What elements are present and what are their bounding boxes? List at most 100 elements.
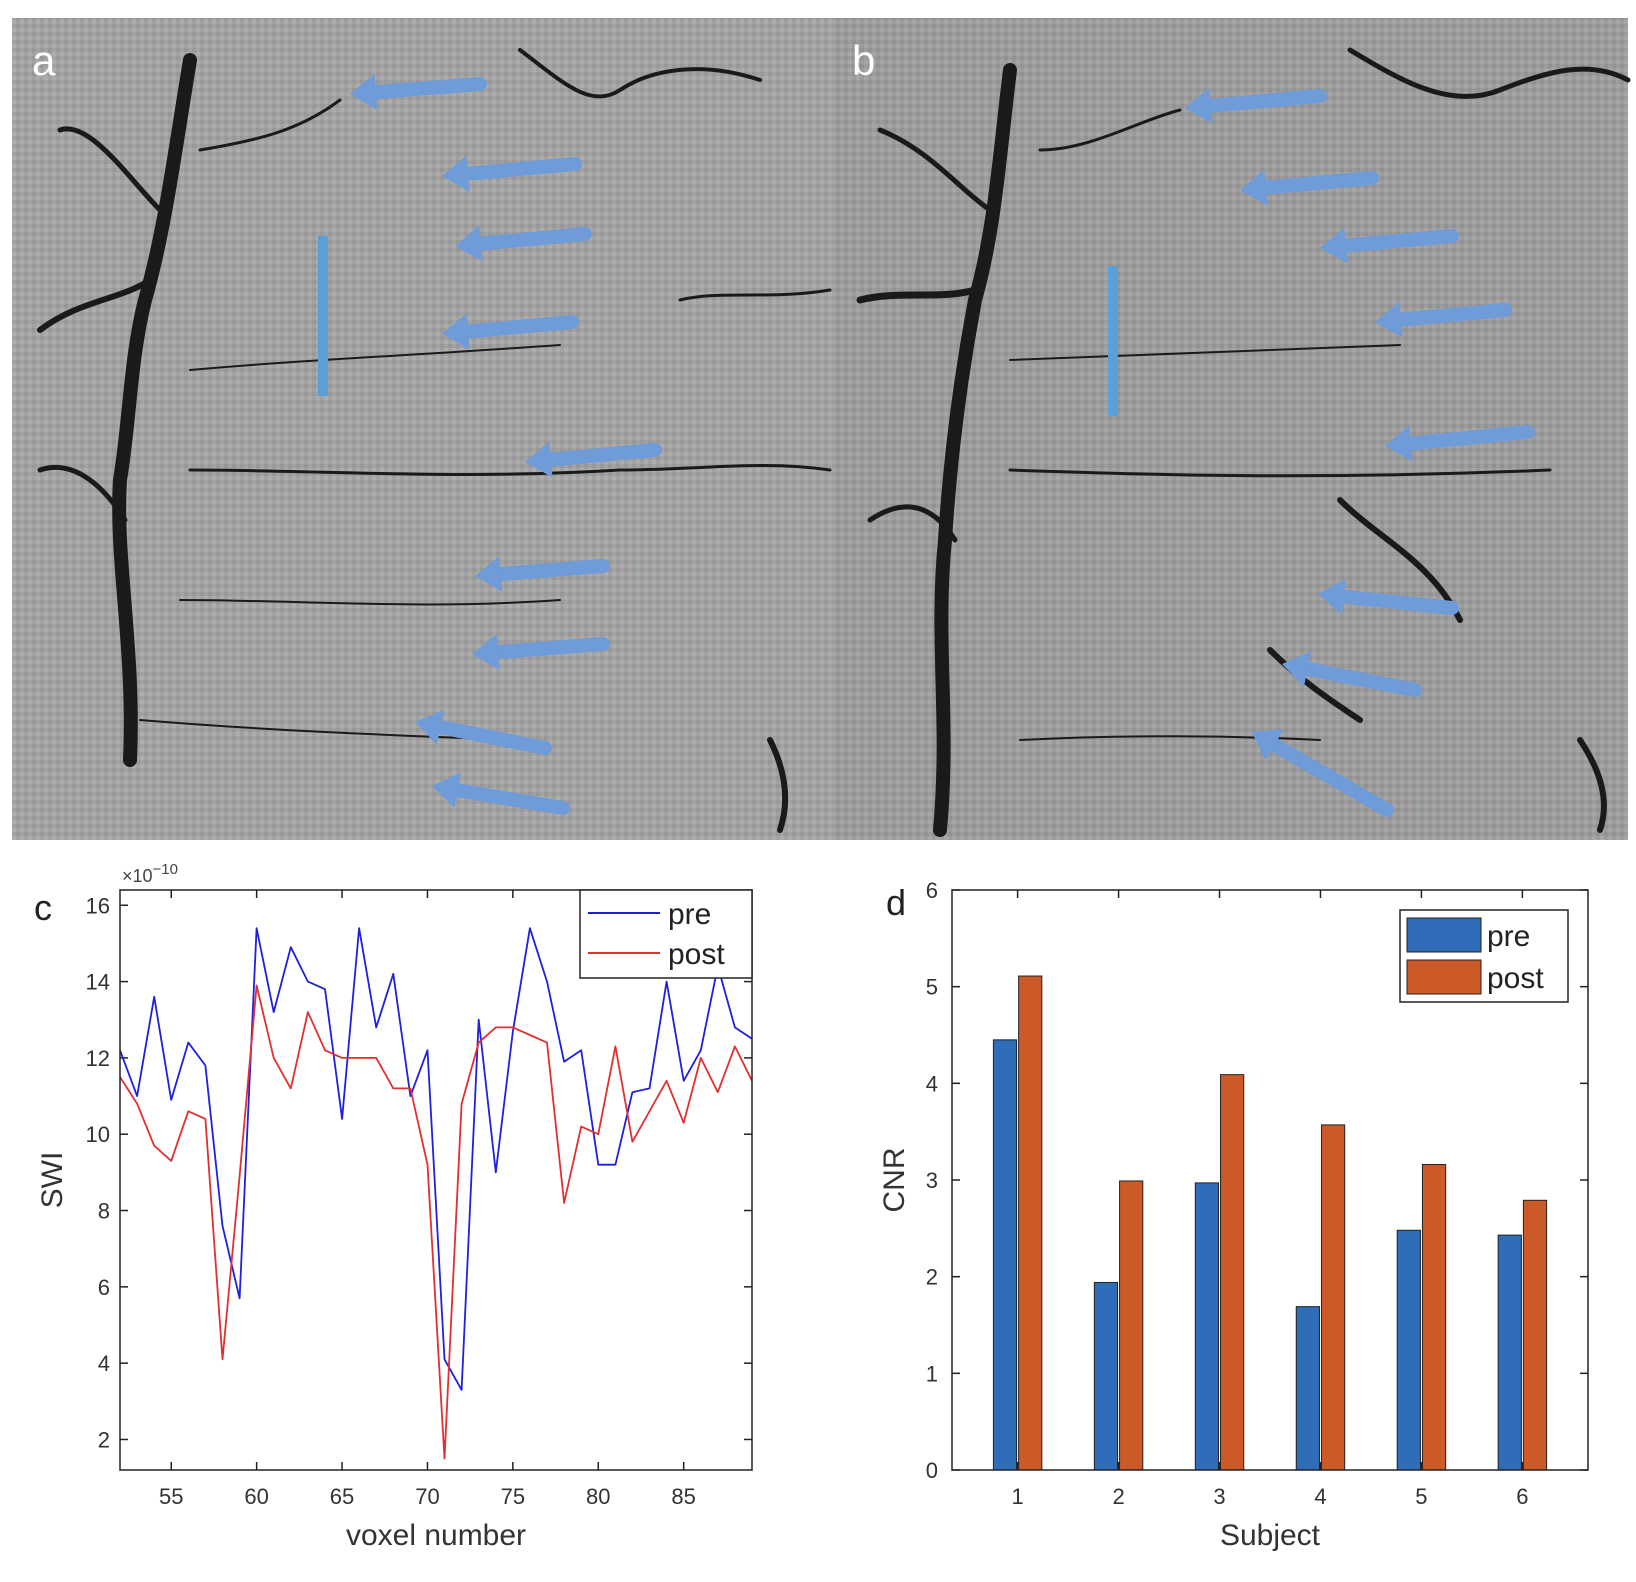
panel-label-a: a xyxy=(32,37,56,84)
d-x-tick-label: 3 xyxy=(1213,1484,1225,1509)
a-arrow-shaft-8 xyxy=(433,720,552,755)
a-arrow-head-1 xyxy=(350,74,378,110)
panel-label-b: b xyxy=(852,37,875,84)
d-x-tick-label: 2 xyxy=(1112,1484,1124,1509)
c-x-tick-label: 70 xyxy=(415,1484,439,1509)
a-arrow-head-2 xyxy=(442,155,470,192)
c-y-tick-label: 16 xyxy=(86,893,110,918)
d-bars xyxy=(992,975,1548,1471)
c-legend-label-post: post xyxy=(668,938,725,971)
a-arrow-shaft-6 xyxy=(493,559,610,581)
d-x-tick-label: 1 xyxy=(1011,1484,1023,1509)
c-x-tick-label: 60 xyxy=(244,1484,268,1509)
c-legend-box xyxy=(579,889,753,979)
c-y-tick-label: 10 xyxy=(86,1122,110,1147)
a-arrow-shaft-3 xyxy=(473,227,592,251)
d-legend: pre post xyxy=(1399,909,1569,1003)
d-bar-post-subject-5 xyxy=(1421,1164,1447,1471)
d-bar-post-subject-2 xyxy=(1119,1180,1144,1471)
c-y-tick-label: 2 xyxy=(98,1427,110,1452)
b-arrow-head-2 xyxy=(1240,169,1268,206)
d-x-axis-label: Subject xyxy=(1220,1519,1321,1552)
b-arrow-shaft-8 xyxy=(1267,738,1394,817)
b-arrow-shaft-2 xyxy=(1258,171,1379,195)
d-axes-box xyxy=(951,889,1589,1471)
c-legend: pre post xyxy=(579,889,753,979)
d-y-tick-label: 5 xyxy=(926,975,938,1000)
c-x-axis-label: voxel number xyxy=(346,1519,526,1552)
b-arrow-shaft-5 xyxy=(1403,425,1535,451)
mri-image-a-background xyxy=(12,18,832,840)
b-arrow-shaft-3 xyxy=(1338,229,1459,253)
d-bar-pre-subject-1 xyxy=(992,1039,1018,1471)
a-arrow-head-9 xyxy=(432,772,461,809)
c-x-tick-label: 55 xyxy=(159,1484,183,1509)
profile-line-a xyxy=(318,236,328,396)
a-arrow-head-4 xyxy=(442,313,470,350)
arrows-a xyxy=(350,74,662,815)
d-bar-pre-subject-6 xyxy=(1497,1234,1522,1471)
b-arrow-head-7 xyxy=(1282,651,1311,687)
b-arrow-head-1 xyxy=(1185,87,1213,124)
c-y-tick-label: 14 xyxy=(86,970,110,995)
c-exponent-label: ×10−10 xyxy=(122,861,178,886)
d-y-tick-label: 0 xyxy=(926,1458,938,1483)
d-bar-post-subject-3 xyxy=(1220,1074,1245,1471)
d-x-tick-label: 6 xyxy=(1516,1484,1528,1509)
d-bar-post-subject-6 xyxy=(1522,1199,1548,1471)
swi-line-chart: c 55 60 65 70 75 80 85 2 4 6 8 10 12 14 16 ×10−10 voxe… xyxy=(34,861,753,1552)
a-arrow-shaft-4 xyxy=(460,315,579,339)
a-arrow-shaft-2 xyxy=(460,157,582,181)
a-arrow-head-8 xyxy=(415,709,445,745)
profile-line-b xyxy=(1108,266,1118,416)
d-legend-swatch-pre xyxy=(1406,917,1482,953)
c-y-tick-label: 4 xyxy=(98,1351,110,1376)
d-bar-pre-subject-3 xyxy=(1194,1182,1220,1471)
c-ticks: 55 60 65 70 75 80 85 2 4 6 8 10 12 14 16 xyxy=(86,890,752,1509)
c-y-tick-label: 6 xyxy=(98,1275,110,1300)
a-arrow-shaft-5 xyxy=(543,443,662,467)
c-x-tick-label: 80 xyxy=(586,1484,610,1509)
d-bar-pre-subject-2 xyxy=(1093,1281,1119,1471)
b-arrow-head-3 xyxy=(1320,227,1348,264)
c-axes-box xyxy=(119,889,753,1471)
b-arrow-shaft-7 xyxy=(1300,661,1422,697)
c-x-tick-label: 75 xyxy=(501,1484,525,1509)
d-bar-post-subject-4 xyxy=(1320,1124,1346,1471)
c-series-line-post xyxy=(119,984,753,1460)
d-y-axis-label: CNR xyxy=(878,1148,911,1213)
b-arrow-head-5 xyxy=(1385,425,1413,462)
c-x-tick-label: 65 xyxy=(330,1484,354,1509)
b-arrow-head-6 xyxy=(1318,578,1346,615)
d-legend-swatch-post xyxy=(1406,959,1482,995)
d-y-tick-label: 3 xyxy=(926,1168,938,1193)
c-x-tick-label: 85 xyxy=(671,1484,695,1509)
arrows-b xyxy=(1185,87,1535,817)
a-arrow-head-3 xyxy=(455,225,483,262)
b-arrow-shaft-4 xyxy=(1393,303,1512,327)
b-arrow-shaft-6 xyxy=(1336,589,1459,615)
b-arrow-shaft-1 xyxy=(1203,89,1327,113)
d-y-tick-label: 1 xyxy=(926,1361,938,1386)
c-y-tick-label: 8 xyxy=(98,1199,110,1224)
b-arrow-head-4 xyxy=(1375,301,1403,338)
a-arrow-head-5 xyxy=(525,441,553,478)
c-series-line-pre xyxy=(119,927,753,1391)
c-legend-label-pre: pre xyxy=(668,898,711,931)
d-bar-pre-subject-4 xyxy=(1295,1306,1320,1471)
panel-label-d: d xyxy=(886,882,906,923)
d-bar-pre-subject-5 xyxy=(1396,1229,1421,1471)
a-arrow-shaft-1 xyxy=(368,77,487,100)
a-arrow-head-6 xyxy=(475,556,503,592)
d-bar-post-subject-1 xyxy=(1018,975,1043,1471)
a-arrow-shaft-9 xyxy=(450,783,570,815)
d-x-tick-label: 4 xyxy=(1314,1484,1326,1509)
d-y-tick-label: 4 xyxy=(926,1071,938,1096)
d-legend-label-pre: pre xyxy=(1487,920,1530,953)
c-y-tick-label: 12 xyxy=(86,1046,110,1071)
panel-label-c: c xyxy=(34,887,52,928)
d-legend-label-post: post xyxy=(1487,962,1544,995)
b-arrow-head-8 xyxy=(1252,729,1284,761)
a-arrow-shaft-7 xyxy=(490,637,610,660)
